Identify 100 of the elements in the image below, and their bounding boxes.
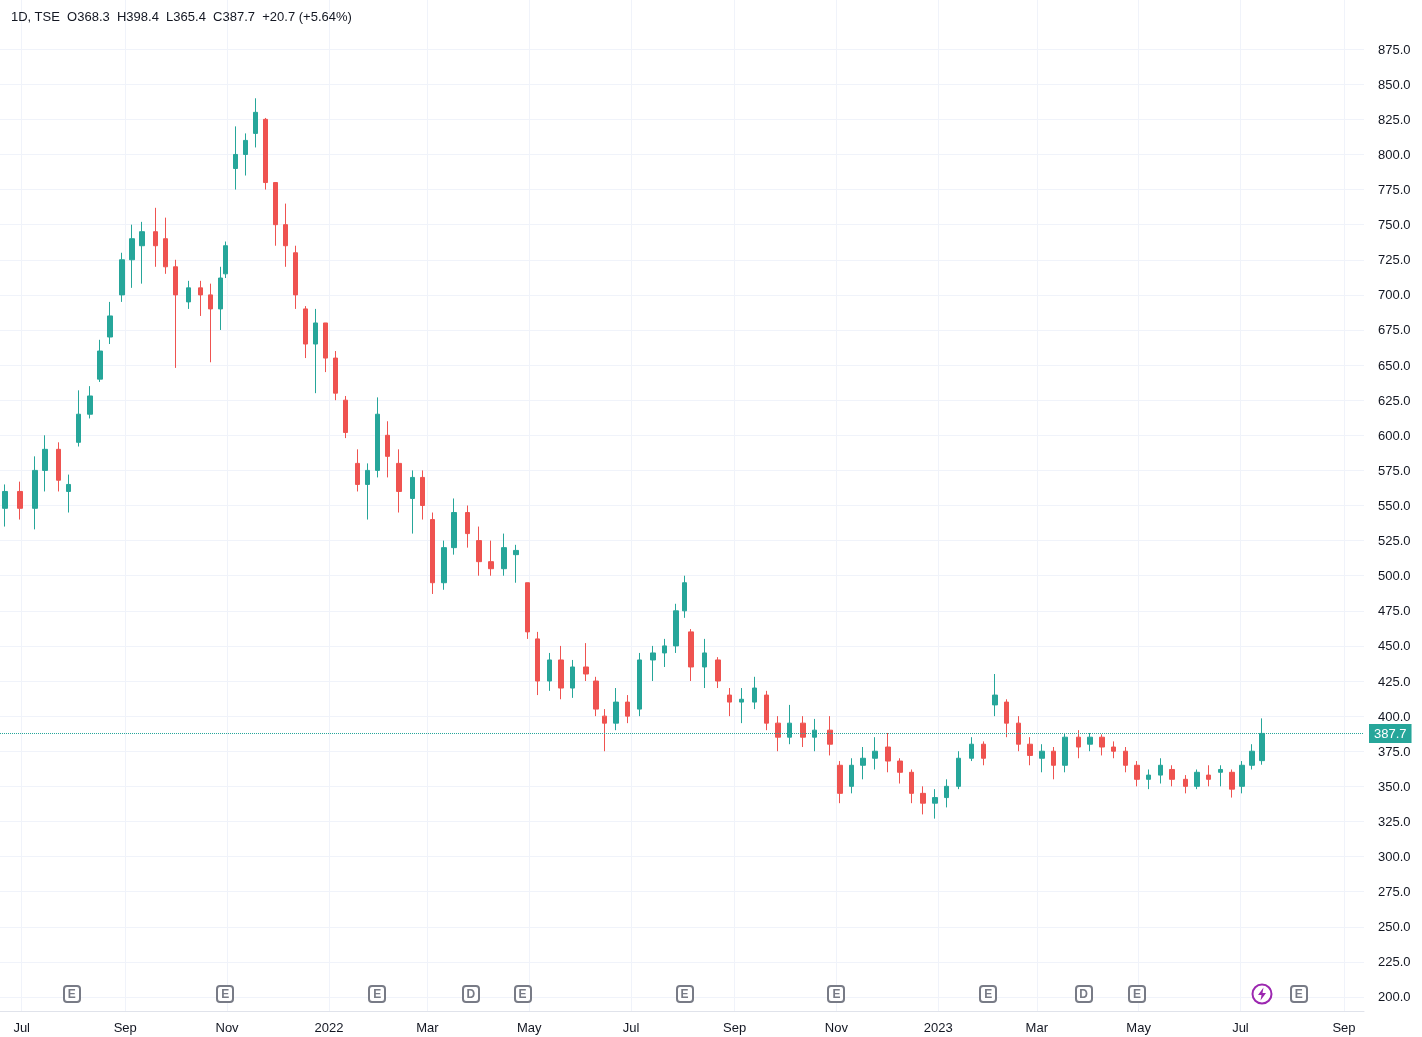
y-tick-label: 525.0 (1378, 533, 1411, 549)
candlestick (273, 182, 278, 247)
candlestick (343, 395, 348, 439)
candlestick (583, 642, 589, 682)
candlestick (263, 117, 268, 191)
candlestick (535, 631, 540, 696)
candlestick (488, 540, 494, 577)
candlestick (97, 339, 103, 383)
y-tick-label: 675.0 (1378, 322, 1411, 338)
candlestick (613, 687, 619, 731)
x-tick-label: Sep (113, 1020, 137, 1035)
y-tick-label: 850.0 (1378, 76, 1411, 92)
candlestick (764, 690, 769, 731)
candlestick (243, 132, 248, 177)
candlestick (441, 540, 447, 591)
candlestick (56, 441, 61, 492)
candlestick (119, 252, 125, 303)
candlestick (992, 673, 998, 717)
candlestick (396, 448, 402, 514)
x-tick-label: 2023 (923, 1020, 953, 1035)
candlestick (293, 245, 298, 310)
y-tick-label: 875.0 (1378, 41, 1411, 57)
y-tick-label: 550.0 (1378, 498, 1411, 513)
candlestick (715, 656, 721, 689)
candlestick (981, 740, 986, 766)
candlestick (752, 676, 757, 710)
candlestick (253, 97, 258, 148)
candlestick (501, 533, 507, 577)
candlestick (375, 396, 380, 478)
candlestick (727, 687, 732, 717)
x-tick-label: Jul (1232, 1020, 1249, 1035)
y-tick-label: 250.0 (1378, 919, 1411, 935)
candlestick (1051, 746, 1056, 780)
candlestick (107, 301, 113, 345)
candlestick (860, 746, 866, 780)
y-tick-label: 425.0 (1378, 673, 1411, 689)
candlestick (849, 757, 854, 794)
candlestick (688, 628, 694, 682)
candlestick (1111, 740, 1116, 759)
candlestick (198, 280, 203, 317)
letter-badge: E (979, 985, 998, 1003)
candlestick (233, 125, 238, 191)
y-tick-label: 225.0 (1378, 954, 1411, 970)
candlestick (637, 652, 642, 717)
candlestick (430, 512, 435, 595)
candlestick (1249, 743, 1255, 770)
candlestick (800, 715, 806, 748)
candlestick (476, 526, 482, 577)
candlestick (153, 207, 158, 268)
candlestick (420, 469, 425, 521)
candlestick (323, 322, 328, 373)
x-tick-label: Jul (622, 1020, 640, 1035)
letter-badge: E (368, 985, 387, 1003)
y-tick-label: 775.0 (1378, 182, 1411, 198)
x-tick-label: Nov (215, 1020, 240, 1035)
y-tick-label: 575.0 (1378, 462, 1411, 478)
y-tick-label: 300.0 (1378, 849, 1411, 865)
x-tick-label: May (516, 1020, 543, 1035)
candlestick (365, 462, 370, 521)
candlestick (42, 434, 48, 492)
x-tick-label: 2022 (314, 1020, 344, 1035)
y-tick-label: 450.0 (1378, 638, 1411, 654)
candlestick (897, 757, 903, 785)
candlestick (76, 389, 81, 448)
candlestick (173, 259, 178, 369)
candlestick (385, 420, 390, 478)
candlestick (525, 582, 530, 640)
y-tick-label: 700.0 (1378, 287, 1411, 303)
text: 1D, TSE O368.3 H398.4 L365.4 C387.7 +20.7 (+5.64%) (11, 9, 352, 24)
candlestick (1239, 760, 1245, 794)
candlestick (837, 760, 843, 804)
candlestick (410, 469, 415, 535)
candlestick (775, 715, 781, 752)
candlestick (944, 778, 949, 808)
candlestick (547, 652, 552, 692)
candlestick (1194, 768, 1200, 790)
y-tick-label: 325.0 (1378, 813, 1411, 829)
candlestick (570, 659, 575, 699)
x-tick-label: Sep (1332, 1020, 1356, 1035)
candlestick (682, 575, 687, 619)
letter-badge: E (216, 985, 235, 1003)
candlestick (920, 785, 926, 815)
y-tick-label: 600.0 (1378, 427, 1411, 443)
candlestick (1099, 733, 1105, 756)
y-tick-label: 475.0 (1378, 603, 1411, 619)
candlestick (208, 283, 213, 363)
candlestick (218, 266, 223, 331)
candlestick (451, 497, 457, 556)
y-tick-label: 350.0 (1378, 778, 1411, 794)
x-tick-label: May (1126, 1020, 1152, 1035)
ref-line-label: 387.7 (1374, 725, 1407, 741)
candlestick (186, 280, 191, 310)
candlestick (909, 768, 914, 804)
candlestick (1158, 757, 1163, 785)
candlestick (702, 638, 707, 689)
candlestick (673, 603, 679, 654)
y-tick-label: 825.0 (1378, 111, 1411, 127)
x-tick-label: Nov (824, 1020, 849, 1035)
candlestick (932, 788, 938, 820)
x-tick-label: Jul (13, 1020, 31, 1035)
